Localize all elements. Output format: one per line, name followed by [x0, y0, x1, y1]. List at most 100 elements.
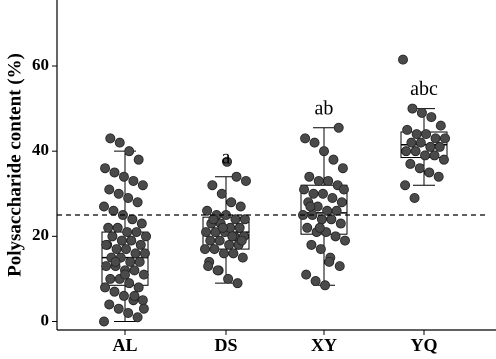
data-point — [137, 180, 148, 191]
data-point — [111, 244, 122, 255]
data-point — [129, 265, 140, 276]
data-point — [214, 235, 225, 246]
data-point — [120, 269, 131, 280]
data-point — [128, 175, 139, 186]
data-point — [305, 201, 316, 212]
y-axis-label: Polysaccharide content (%) — [4, 53, 25, 277]
data-point — [309, 137, 320, 148]
x-tick-label: XY — [311, 335, 337, 355]
data-point — [402, 124, 413, 135]
data-point — [137, 295, 148, 306]
data-point — [308, 188, 319, 199]
data-point — [429, 150, 440, 161]
data-point — [124, 278, 135, 289]
data-point — [109, 167, 120, 178]
data-point — [409, 192, 420, 203]
data-point — [217, 222, 228, 233]
data-point — [299, 184, 310, 195]
data-point — [104, 184, 115, 195]
data-point — [101, 261, 112, 272]
data-point — [107, 231, 118, 242]
data-point — [337, 163, 348, 174]
data-point — [209, 244, 220, 255]
data-point — [336, 197, 347, 208]
data-point — [116, 235, 127, 246]
data-point — [434, 141, 445, 152]
data-point — [407, 103, 418, 114]
data-point — [222, 156, 233, 167]
data-point — [433, 171, 444, 182]
data-point — [315, 244, 326, 255]
data-point — [104, 299, 115, 310]
data-point — [105, 133, 116, 144]
data-point — [125, 256, 136, 267]
data-point — [420, 150, 431, 161]
data-point — [226, 197, 237, 208]
data-point — [135, 239, 146, 250]
data-point — [322, 205, 333, 216]
data-point — [110, 256, 121, 267]
annotation: a — [222, 146, 231, 168]
data-point — [112, 222, 123, 233]
data-point — [212, 265, 223, 276]
data-point — [421, 129, 432, 140]
data-point — [203, 261, 214, 272]
data-point — [103, 222, 114, 233]
data-point — [236, 235, 247, 246]
data-point — [122, 227, 133, 238]
data-point — [124, 146, 135, 157]
data-point — [132, 197, 143, 208]
data-point — [207, 180, 218, 191]
data-point — [302, 222, 313, 233]
data-point — [216, 188, 227, 199]
data-point — [199, 244, 210, 255]
data-point — [335, 218, 346, 229]
data-point — [101, 239, 112, 250]
data-point — [326, 214, 337, 225]
data-point — [334, 261, 345, 272]
data-point — [310, 276, 321, 287]
data-point — [123, 192, 134, 203]
data-point — [426, 112, 437, 123]
data-point — [232, 278, 243, 289]
data-point — [327, 192, 338, 203]
data-point — [235, 201, 246, 212]
data-point — [339, 235, 350, 246]
data-point — [138, 269, 149, 280]
data-point — [438, 154, 449, 165]
data-point — [411, 129, 422, 140]
data-point — [139, 248, 150, 259]
data-point — [397, 54, 408, 65]
data-point — [301, 269, 312, 280]
data-point — [333, 122, 344, 133]
data-point — [323, 175, 334, 186]
data-point — [131, 227, 142, 238]
data-point — [208, 214, 219, 225]
data-point — [306, 239, 317, 250]
data-point — [100, 282, 111, 293]
data-point — [121, 244, 132, 255]
data-point — [130, 248, 141, 259]
data-point — [227, 231, 238, 242]
data-point — [415, 137, 426, 148]
data-point — [234, 222, 245, 233]
data-point — [113, 188, 124, 199]
data-point — [228, 248, 239, 259]
y-tick-label: 0 — [41, 310, 50, 329]
y-tick-label: 40 — [32, 140, 49, 159]
data-point — [99, 201, 110, 212]
data-point — [416, 107, 427, 118]
data-point — [231, 171, 242, 182]
data-point — [99, 316, 110, 327]
data-point — [108, 205, 119, 216]
data-point — [400, 180, 411, 191]
data-point — [105, 273, 116, 284]
data-point — [439, 133, 450, 144]
data-point — [316, 214, 327, 225]
data-point — [240, 175, 251, 186]
data-point — [318, 146, 329, 157]
annotation: abc — [410, 78, 438, 100]
data-point — [140, 231, 151, 242]
data-point — [113, 303, 124, 314]
data-point — [118, 171, 129, 182]
